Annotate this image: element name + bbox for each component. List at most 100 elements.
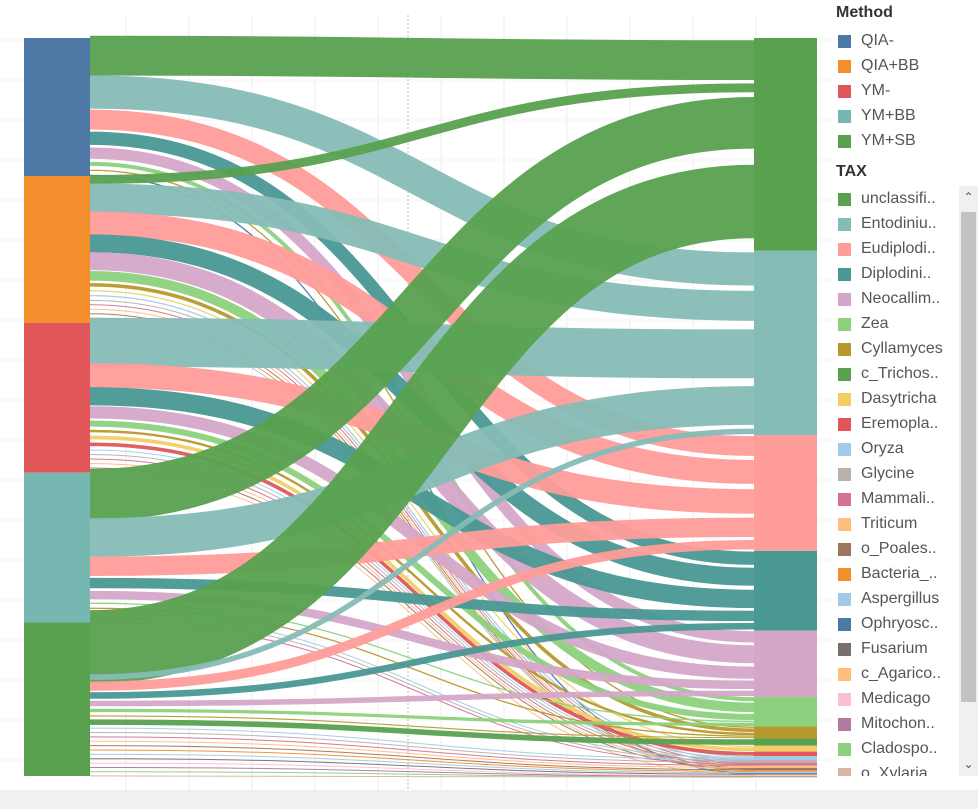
legend-swatch xyxy=(838,34,851,48)
tax-node xyxy=(754,738,817,746)
tax-node xyxy=(754,751,817,757)
flow-link xyxy=(89,387,755,609)
tax-node xyxy=(754,765,817,768)
tax-legend-item[interactable]: Glycine xyxy=(838,463,963,485)
tax-legend-item[interactable]: Oryza xyxy=(838,438,963,460)
legend-swatch xyxy=(838,517,851,531)
legend-label: Bacteria_.. xyxy=(861,565,938,582)
legend-label: Aspergillus xyxy=(861,590,940,607)
flow-link xyxy=(89,35,755,81)
legend-swatch xyxy=(838,267,851,281)
tax-node xyxy=(754,726,817,739)
tax-legend-item[interactable]: o_Poales.. xyxy=(838,538,963,560)
legend-label: Glycine xyxy=(861,465,915,482)
flow-link xyxy=(89,775,755,778)
tax-legend-item[interactable]: Bacteria_.. xyxy=(838,563,963,585)
legend-swatch xyxy=(838,417,851,431)
flow-link xyxy=(89,420,755,721)
legend-label: Eudiplodi.. xyxy=(861,240,936,257)
flow-link xyxy=(89,290,755,748)
tax-legend-item[interactable]: Eremopla.. xyxy=(838,413,963,435)
flow-link xyxy=(89,749,755,772)
method-node xyxy=(24,622,90,776)
tax-legend-item[interactable]: Entodiniu.. xyxy=(838,213,963,235)
sankey-flows xyxy=(89,35,755,778)
tax-legend-item[interactable]: c_Agarico.. xyxy=(838,663,963,685)
legend-label: YM+SB xyxy=(861,132,916,149)
tax-legend-item[interactable]: Medicago xyxy=(838,688,963,710)
method-legend-item[interactable]: QIA+BB xyxy=(838,55,963,77)
method-legend-item[interactable]: YM- xyxy=(838,80,963,102)
legend-panel: Method QIA- QIA+BB YM- YM+BB YM+SB TAX uncla… xyxy=(832,0,978,809)
legend-label: o_Xylaria.. xyxy=(861,765,937,776)
tax-legend-item[interactable]: Dasytricha xyxy=(838,388,963,410)
flow-link xyxy=(89,539,755,691)
tax-legend-item[interactable]: Triticum xyxy=(838,513,963,535)
legend-label: Cyllamyces xyxy=(861,340,943,357)
tax-node xyxy=(754,745,817,752)
tax-legend-item[interactable]: Neocallim.. xyxy=(838,288,963,310)
tax-node xyxy=(754,775,817,776)
flow-link xyxy=(89,740,755,769)
legend-label: Fusarium xyxy=(861,640,928,657)
tax-legend-item[interactable]: Zea xyxy=(838,313,963,335)
legend-label: Oryza xyxy=(861,440,904,457)
method-node xyxy=(24,472,90,623)
legend-swatch xyxy=(838,592,851,606)
legend-swatch xyxy=(838,109,851,123)
flow-link xyxy=(89,517,755,576)
tax-legend-item[interactable]: Fusarium xyxy=(838,638,963,660)
tax-node xyxy=(754,770,817,772)
method-legend-item[interactable]: YM+BB xyxy=(838,105,963,127)
legend-label: Medicago xyxy=(861,690,931,707)
tax-legend-item[interactable]: Mammali.. xyxy=(838,488,963,510)
tax-legend-item[interactable]: Mitochon.. xyxy=(838,713,963,735)
tax-legend-item[interactable]: Diplodini.. xyxy=(838,263,963,285)
legend-label: Neocallim.. xyxy=(861,290,941,307)
tax-legend-item[interactable]: c_Trichos.. xyxy=(838,363,963,385)
scroll-thumb[interactable] xyxy=(961,212,976,702)
tax-node xyxy=(754,756,817,760)
flow-link xyxy=(89,715,755,739)
tax-legend-item[interactable]: o_Xylaria.. xyxy=(838,763,963,776)
scroll-down-icon[interactable]: ⌄ xyxy=(963,757,974,771)
tax-node xyxy=(754,771,817,774)
legend-swatch xyxy=(838,467,851,481)
tax-legend-item[interactable]: unclassifi.. xyxy=(838,188,963,210)
method-legend-item[interactable]: QIA- xyxy=(838,30,963,52)
legend-swatch xyxy=(838,242,851,256)
legend-swatch xyxy=(838,292,851,306)
legend-swatch xyxy=(838,667,851,681)
flow-link xyxy=(89,745,755,771)
legend-swatch xyxy=(838,542,851,556)
tax-legend-item[interactable]: Eudiplodi.. xyxy=(838,238,963,260)
tax-node xyxy=(754,630,817,698)
method-legend-item[interactable]: YM+SB xyxy=(838,130,963,152)
horizontal-scrollbar[interactable] xyxy=(0,790,978,809)
legend-label: Diplodini.. xyxy=(861,265,932,282)
scroll-up-icon[interactable]: ⌃ xyxy=(963,190,974,204)
tax-node xyxy=(754,767,817,771)
flow-link xyxy=(89,97,755,521)
tax-legend-title: TAX xyxy=(836,163,867,180)
sankey-chart xyxy=(0,15,832,790)
flow-link xyxy=(89,708,755,726)
tax-node xyxy=(754,773,817,775)
legend-label: Eremopla.. xyxy=(861,415,939,432)
tax-node xyxy=(754,774,817,776)
flow-link xyxy=(89,758,755,775)
flow-link xyxy=(89,727,755,760)
tax-legend-item[interactable]: Aspergillus xyxy=(838,588,963,610)
tax-legend-item[interactable]: Cyllamyces xyxy=(838,338,963,360)
method-node xyxy=(24,38,90,177)
legend-swatch xyxy=(838,692,851,706)
tax-legend-item[interactable]: Cladospo.. xyxy=(838,738,963,760)
flow-link xyxy=(89,183,755,321)
legend-label: QIA+BB xyxy=(861,57,920,74)
tax-legend-item[interactable]: Ophryosc.. xyxy=(838,613,963,635)
legend-swatch xyxy=(838,492,851,506)
legend-swatch xyxy=(838,84,851,98)
legend-scrollbar[interactable]: ⌃ ⌄ xyxy=(959,186,978,776)
legend-label: YM+BB xyxy=(861,107,916,124)
method-node xyxy=(24,176,90,323)
